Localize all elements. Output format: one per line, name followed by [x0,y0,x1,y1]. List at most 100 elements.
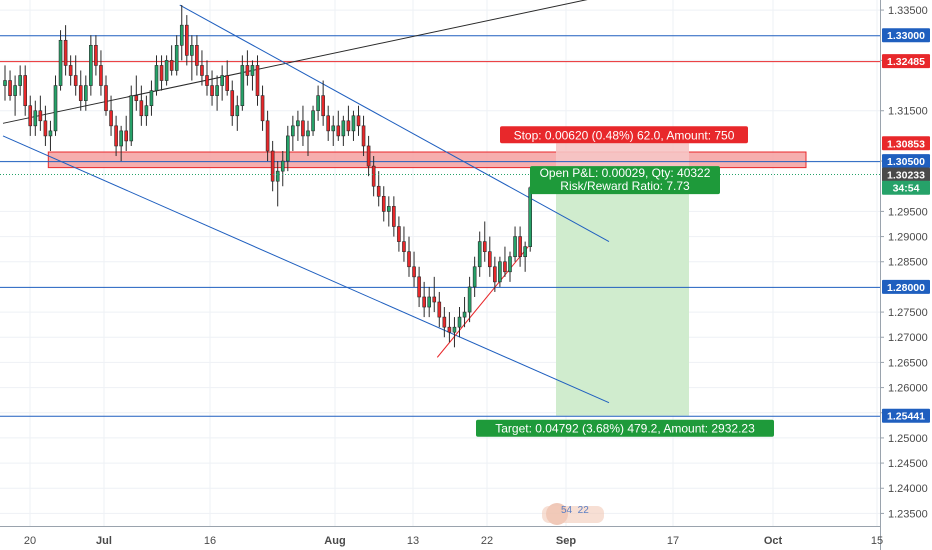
candle-body [376,185,381,197]
time-tick-label: Jul [96,535,112,547]
candle-body [498,261,502,283]
price-tick-label: 1.33500 [888,5,928,17]
candle-body [452,326,457,333]
candle-body [215,85,219,96]
candle-body [321,95,325,117]
candle-body [164,60,169,81]
price-badge [882,279,930,294]
price-badge-label: 1.30233 [887,170,925,182]
price-badge [882,54,930,69]
price-badge-label: 34:54 [893,183,920,195]
candle-body [523,246,527,258]
candle-body [381,196,386,212]
price-badge [882,167,930,182]
candles [3,5,533,348]
candle-body [513,236,517,258]
candle-body [361,125,366,147]
long-position-tool[interactable] [556,143,689,416]
candle-body [190,45,194,56]
candle-body [291,125,295,137]
candle-body [275,170,280,182]
risk-reward-label: Risk/Reward Ratio: 7.73 [560,179,690,193]
price-badge [882,28,930,43]
candle-body [508,256,512,273]
candle-body [432,296,437,303]
candle-body [149,90,154,107]
candle-body [89,45,93,86]
trend-line-rising-black [2,0,588,124]
candle-body [407,251,411,268]
candle-body [200,65,204,76]
candle-body [240,65,245,107]
open-pnl-box [530,166,720,195]
candle-body [331,125,336,132]
candle-body [487,251,492,268]
candle-body [265,120,270,152]
price-badge-label: 1.28000 [887,282,925,294]
candle-body [235,105,240,117]
candle-body [356,115,361,127]
time-tick-label: Sep [556,535,576,547]
candle-body [68,65,73,76]
price-badge-label: 1.30500 [887,156,925,168]
price-badge [882,136,930,151]
time-tick-label: 20 [24,535,36,547]
candle-body [154,65,159,91]
horizontal-levels[interactable] [0,35,880,417]
candle-body [493,266,497,283]
trend-lines[interactable] [2,0,610,404]
candle-body [94,45,98,66]
time-axis[interactable]: 20 Jul 16 Aug 13 22 Sep 17 Oct 15 [24,535,883,547]
candle-body [169,60,174,71]
price-badge-label: 1.30853 [887,138,925,150]
candle-body [104,85,108,112]
candle-body [43,120,48,137]
candle-body [422,296,426,308]
candle-body [195,45,199,66]
time-tick-label: 22 [481,535,493,547]
candle-body [366,145,371,167]
time-tick-label: Aug [324,535,345,547]
price-axis-badges: 1.33000 1.32485 1.30500 1.28000 1.25441 1.308… [882,28,930,423]
candle-body [341,120,346,137]
candle-body [63,39,68,66]
price-tick-label: 1.29000 [888,232,928,244]
candle-body [503,261,507,273]
candle-body [119,130,123,147]
target-label: Target: 0.04792 (3.68%) 479.2, Amount: 2… [495,422,755,436]
watermark-text: 54 22 [561,505,589,516]
candle-body [351,115,356,132]
candle-body [139,100,144,117]
price-tick-label: 1.28500 [888,257,928,269]
candle-body [528,187,533,247]
price-tick-label: 1.26500 [888,357,928,369]
candle-body [270,150,275,182]
grid [0,0,880,526]
candle-body [220,75,224,86]
candle-body [306,130,310,137]
candle-body [336,125,341,137]
time-tick-label: 17 [667,535,679,547]
candle-body [285,135,290,162]
trend-line-support-red [436,246,529,358]
candle-body [114,125,118,147]
candle-body [13,85,17,96]
candle-body [225,75,229,91]
candle-body [371,165,376,187]
candle-body [442,316,447,328]
watermark: 54 22 [542,503,604,525]
candle-body [18,75,22,86]
candle-body [185,24,189,56]
price-tick-label: 1.27000 [888,332,928,344]
price-tick-label: 1.25000 [888,433,928,445]
candle-body [437,301,442,318]
candle-body [386,206,391,212]
price-badge [882,180,930,195]
candle-body [427,296,432,308]
candle-body [134,95,139,101]
price-tick-label: 1.27500 [888,307,928,319]
price-badge-label: 1.25441 [887,411,925,423]
candle-body [124,130,128,142]
